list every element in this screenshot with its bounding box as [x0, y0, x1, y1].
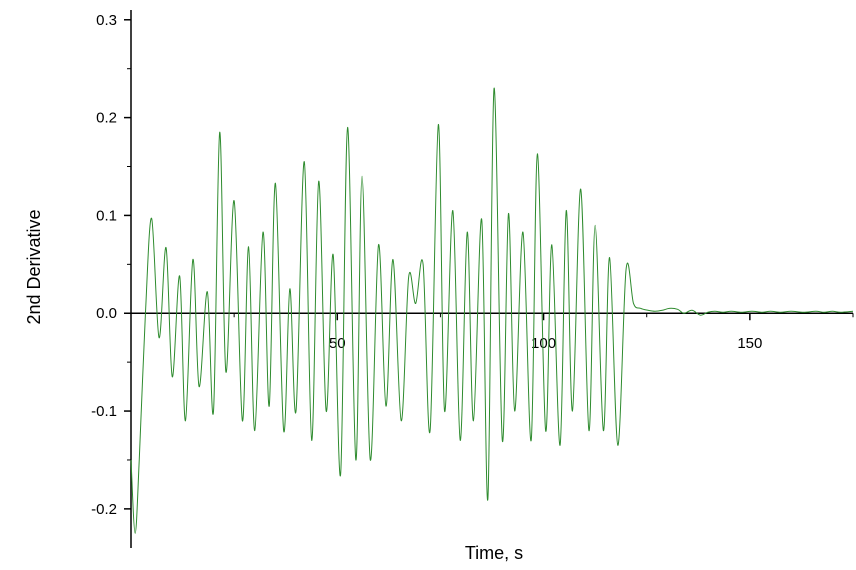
- y-axis-ticks: 0.3 0.2 0.1 0.0 -0.1 -0.2: [91, 12, 131, 518]
- y-tick-label: 0.0: [96, 305, 117, 322]
- x-tick-label: 100: [531, 335, 556, 352]
- y-tick-label: 0.3: [96, 12, 117, 29]
- y-tick-label: -0.1: [91, 403, 117, 420]
- y-axis-title: 2nd Derivative: [24, 209, 44, 324]
- data-series-line: [130, 87, 854, 534]
- x-tick-label: 150: [737, 335, 762, 352]
- y-tick-label: 0.1: [96, 207, 117, 224]
- y-tick-label: 0.2: [96, 110, 117, 127]
- x-tick-label: 50: [329, 335, 346, 352]
- x-axis-ticks: 50 100 150: [233, 313, 854, 352]
- y-tick-label: -0.2: [91, 501, 117, 518]
- x-axis-title: Time, s: [465, 543, 523, 563]
